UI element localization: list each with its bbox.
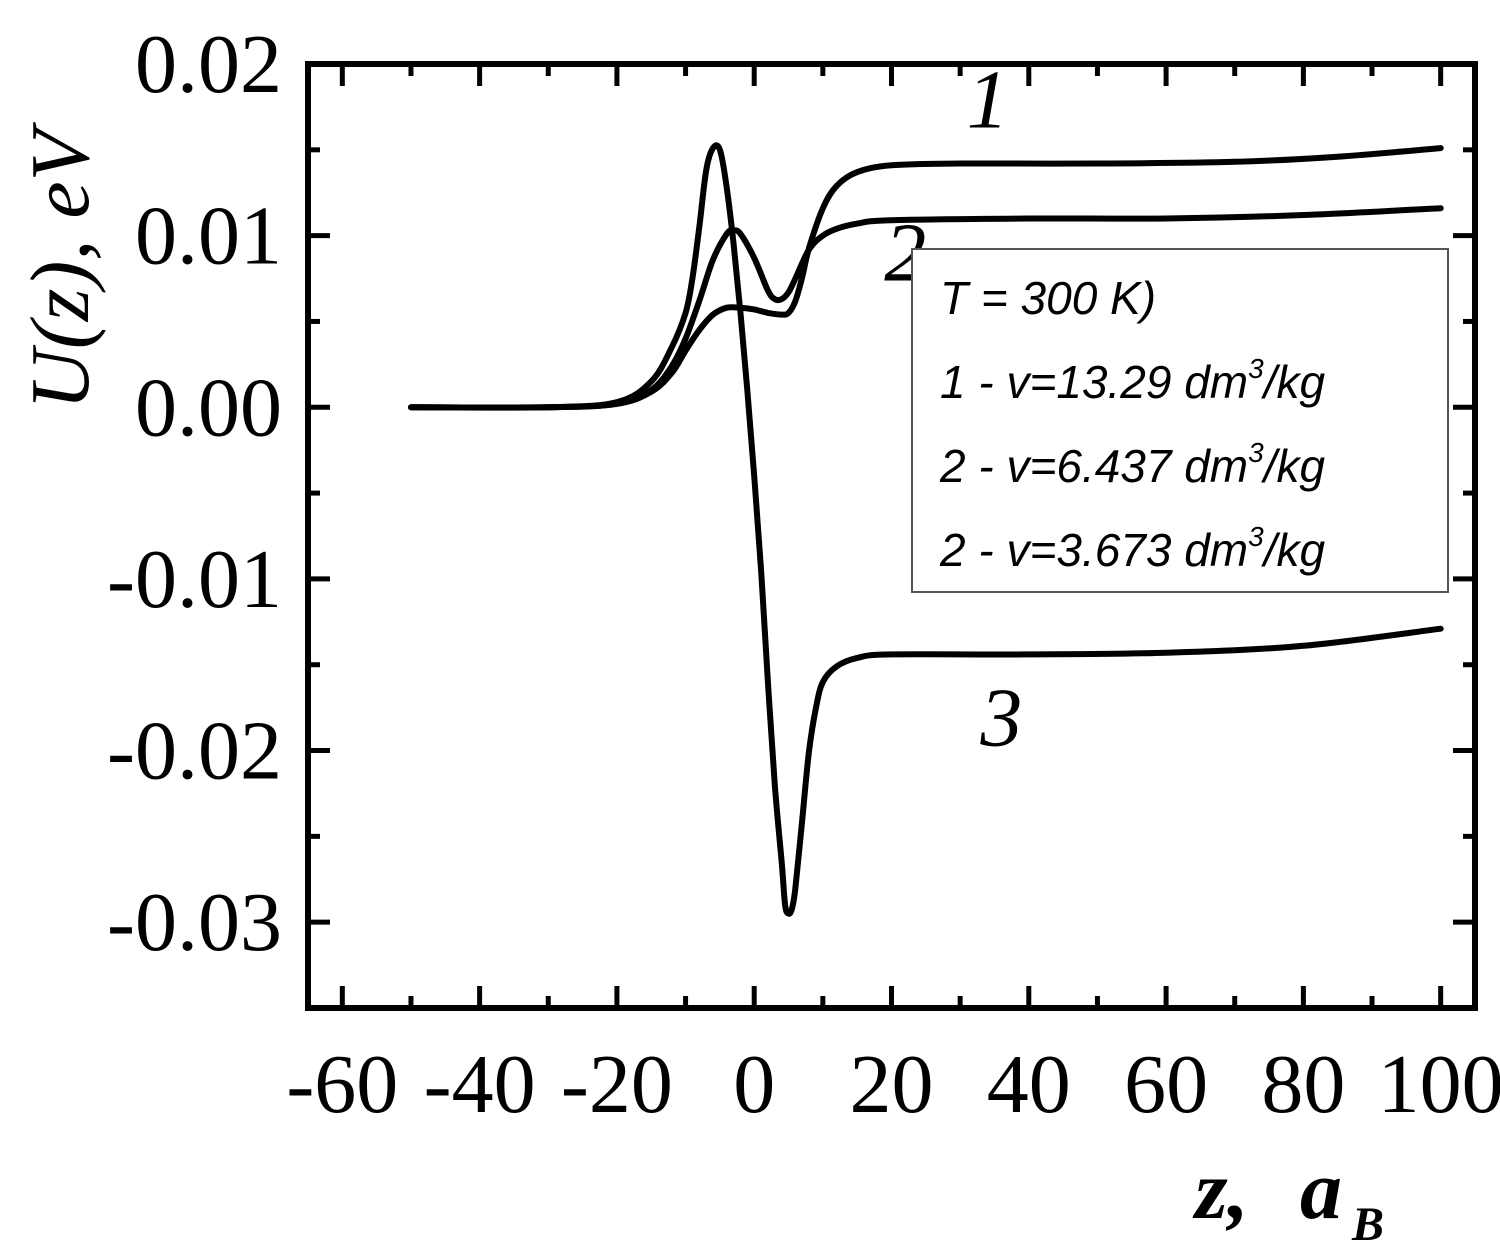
x-axis-unit: a <box>1300 1144 1342 1237</box>
legend-entries: 1 - v=13.29 dm3/kg2 - v=6.437 dm3/kg2 - … <box>939 353 1325 576</box>
curve-label-1: 1 <box>967 54 1009 147</box>
curve-label-3: 3 <box>979 671 1022 764</box>
x-axis-label: z, a B <box>1192 1144 1384 1246</box>
legend-entry-superscript: 3 <box>1248 521 1264 552</box>
y-tick-label: -0.03 <box>107 876 282 969</box>
y-tick-label: 0.02 <box>135 18 282 111</box>
legend: T = 300 K) 1 - v=13.29 dm3/kg2 - v=6.437… <box>911 248 1449 593</box>
x-axis-label-text: z, <box>1192 1144 1249 1237</box>
series-1-line <box>408 145 1444 411</box>
y-tick-label: 0.01 <box>135 190 282 283</box>
legend-entry: 2 - v=6.437 dm3/kg <box>939 437 1325 492</box>
legend-entry-text: 2 - v=6.437 dm <box>939 440 1248 492</box>
legend-entry: 2 - v=3.673 dm3/kg <box>939 521 1325 576</box>
legend-entry-unit: /kg <box>1261 440 1326 492</box>
legend-header: T = 300 K) <box>940 272 1156 324</box>
series-3-line <box>408 142 1444 917</box>
x-tick-label: 0 <box>733 1038 775 1131</box>
x-axis-unit-subscript: B <box>1351 1198 1384 1246</box>
x-tick-label: 100 <box>1378 1038 1500 1131</box>
x-tick-labels: -60 -40 -20 0 20 40 60 80 100 <box>286 1038 1500 1131</box>
legend-entry-superscript: 3 <box>1248 437 1264 468</box>
y-tick-label: -0.02 <box>107 705 282 798</box>
x-tick-label: -40 <box>424 1038 536 1131</box>
legend-entry-text: 1 - v=13.29 dm <box>940 356 1248 408</box>
ticks-layer <box>308 61 1475 1011</box>
y-axis-label-text: U(z), eV <box>14 121 107 410</box>
y-tick-label: 0.00 <box>135 361 282 454</box>
x-tick-label: 60 <box>1124 1038 1208 1131</box>
y-axis-label: U(z), eV <box>14 121 107 410</box>
legend-entry: 1 - v=13.29 dm3/kg <box>940 353 1325 408</box>
x-tick-label: -20 <box>561 1038 673 1131</box>
x-tick-label: -60 <box>286 1038 398 1131</box>
series-2-line <box>408 205 1444 411</box>
x-tick-label: 80 <box>1261 1038 1345 1131</box>
x-tick-label: 20 <box>850 1038 934 1131</box>
series-layer <box>408 142 1444 917</box>
legend-box <box>911 248 1449 593</box>
legend-entry-superscript: 3 <box>1248 353 1264 384</box>
y-tick-labels: 0.02 0.01 0.00 -0.01 -0.02 -0.03 <box>107 18 282 969</box>
legend-entry-text: 2 - v=3.673 dm <box>939 524 1248 576</box>
x-tick-label: 40 <box>987 1038 1071 1131</box>
y-tick-label: -0.01 <box>107 533 282 626</box>
legend-entry-unit: /kg <box>1261 524 1326 576</box>
legend-entry-unit: /kg <box>1261 356 1326 408</box>
